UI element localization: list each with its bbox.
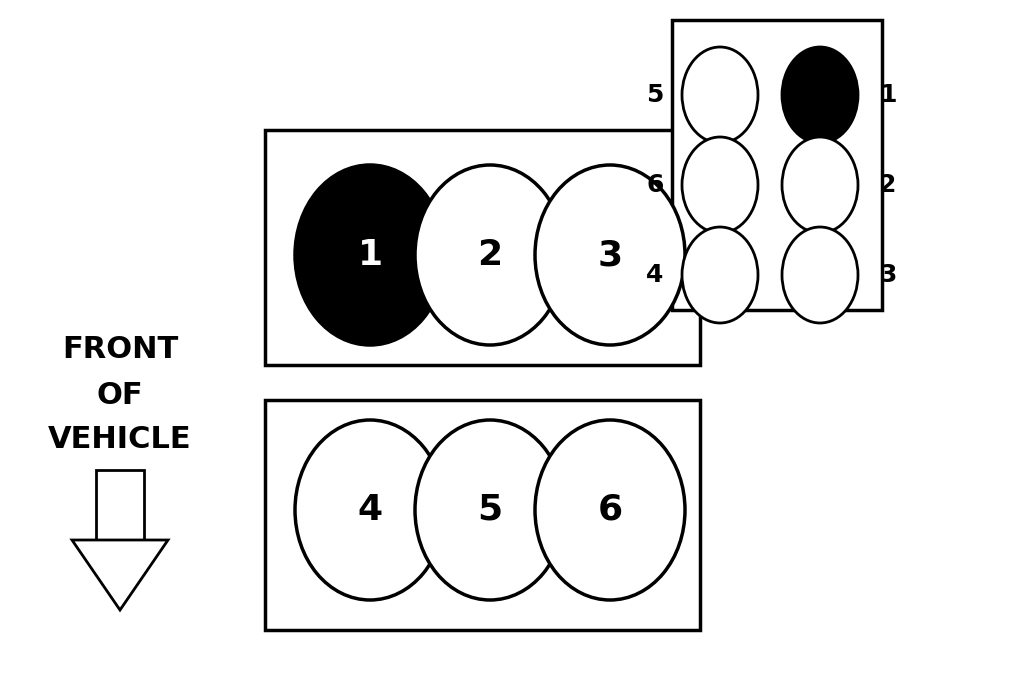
- Ellipse shape: [682, 47, 758, 143]
- Text: 5: 5: [477, 493, 503, 527]
- Ellipse shape: [782, 47, 858, 143]
- Ellipse shape: [682, 227, 758, 323]
- Ellipse shape: [535, 420, 685, 600]
- Text: 2: 2: [477, 238, 503, 272]
- Bar: [96, 470, 144, 540]
- Text: 6: 6: [646, 173, 664, 197]
- Text: 3: 3: [597, 238, 623, 272]
- Text: 4: 4: [357, 493, 383, 527]
- Text: OF: OF: [96, 381, 143, 410]
- Text: FRONT: FRONT: [61, 336, 178, 365]
- Text: 4: 4: [646, 263, 664, 287]
- Bar: [672, 20, 882, 310]
- Bar: [265, 400, 700, 630]
- Text: 1: 1: [357, 238, 383, 272]
- Text: VEHICLE: VEHICLE: [48, 425, 191, 454]
- Text: 6: 6: [597, 493, 623, 527]
- Text: 3: 3: [880, 263, 897, 287]
- Ellipse shape: [682, 137, 758, 233]
- Ellipse shape: [415, 420, 565, 600]
- Ellipse shape: [782, 227, 858, 323]
- Text: 1: 1: [880, 83, 897, 107]
- Ellipse shape: [535, 165, 685, 345]
- Text: 2: 2: [880, 173, 897, 197]
- Ellipse shape: [295, 420, 445, 600]
- Ellipse shape: [782, 137, 858, 233]
- Bar: [265, 130, 700, 365]
- Ellipse shape: [415, 165, 565, 345]
- Polygon shape: [72, 540, 168, 610]
- Ellipse shape: [295, 165, 445, 345]
- Text: 5: 5: [646, 83, 664, 107]
